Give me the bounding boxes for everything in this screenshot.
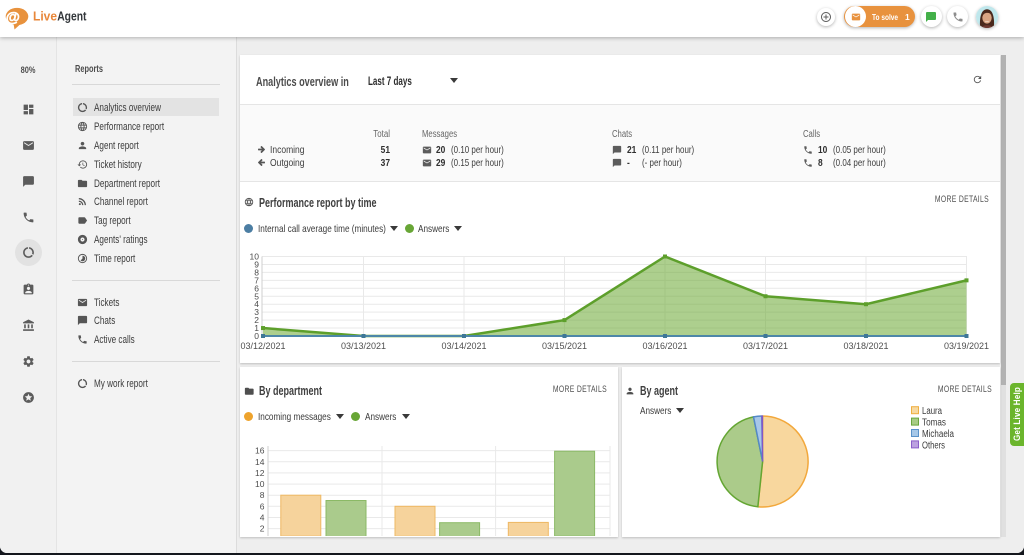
svg-text:03/14/2021: 03/14/2021	[441, 341, 486, 351]
svg-text:12: 12	[255, 468, 265, 478]
svg-text:14: 14	[255, 457, 265, 467]
svg-text:4: 4	[254, 299, 259, 309]
svg-text:03/17/2021: 03/17/2021	[743, 341, 788, 351]
svg-text:Agent: Agent	[57, 10, 87, 24]
svg-text:03/12/2021: 03/12/2021	[240, 341, 285, 351]
svg-text:3: 3	[254, 307, 259, 317]
svg-text:03/13/2021: 03/13/2021	[341, 341, 386, 351]
svg-text:7: 7	[254, 275, 259, 285]
svg-text:Others: Others	[922, 440, 945, 451]
svg-text:6: 6	[254, 283, 259, 293]
svg-text:2: 2	[254, 315, 259, 325]
svg-text:@: @	[6, 10, 20, 26]
svg-text:6: 6	[260, 501, 265, 511]
svg-text:Tomas: Tomas	[922, 418, 946, 429]
svg-text:10: 10	[250, 252, 260, 262]
svg-text:9: 9	[254, 259, 259, 269]
svg-text:2: 2	[260, 524, 265, 534]
svg-text:8: 8	[254, 267, 259, 277]
svg-text:4: 4	[260, 513, 265, 523]
svg-text:16: 16	[255, 446, 265, 456]
svg-text:5: 5	[254, 291, 259, 301]
svg-text:Laura: Laura	[922, 406, 942, 417]
svg-text:8: 8	[260, 490, 265, 500]
svg-text:Live: Live	[33, 10, 57, 24]
svg-text:03/16/2021: 03/16/2021	[642, 341, 687, 351]
svg-text:1: 1	[254, 323, 259, 333]
svg-text:0: 0	[254, 331, 259, 341]
svg-text:03/15/2021: 03/15/2021	[542, 341, 587, 351]
svg-text:10: 10	[255, 479, 265, 489]
svg-text:03/19/2021: 03/19/2021	[944, 341, 989, 351]
svg-text:Michaela: Michaela	[922, 429, 954, 440]
svg-text:03/18/2021: 03/18/2021	[843, 341, 888, 351]
